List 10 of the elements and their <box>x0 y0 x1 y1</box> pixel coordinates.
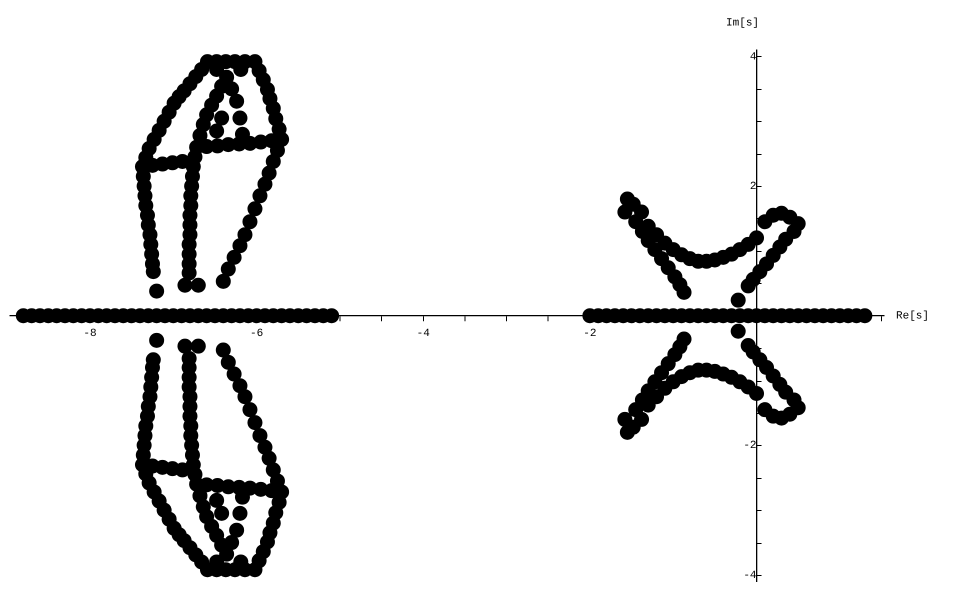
x-axis-title: Re[s] <box>896 310 930 323</box>
x-tick-label: -2 <box>583 328 596 340</box>
x-tick-label: -6 <box>250 328 264 340</box>
y-tick-label: 2 <box>750 180 757 193</box>
y-tick-label: 4 <box>750 51 757 64</box>
x-tick-label: -8 <box>83 328 97 340</box>
y-tick-label: -2 <box>743 440 757 452</box>
x-tick-label: -4 <box>416 328 430 340</box>
y-axis-title: Im[s] <box>726 17 760 30</box>
y-tick-label: -4 <box>743 570 757 582</box>
